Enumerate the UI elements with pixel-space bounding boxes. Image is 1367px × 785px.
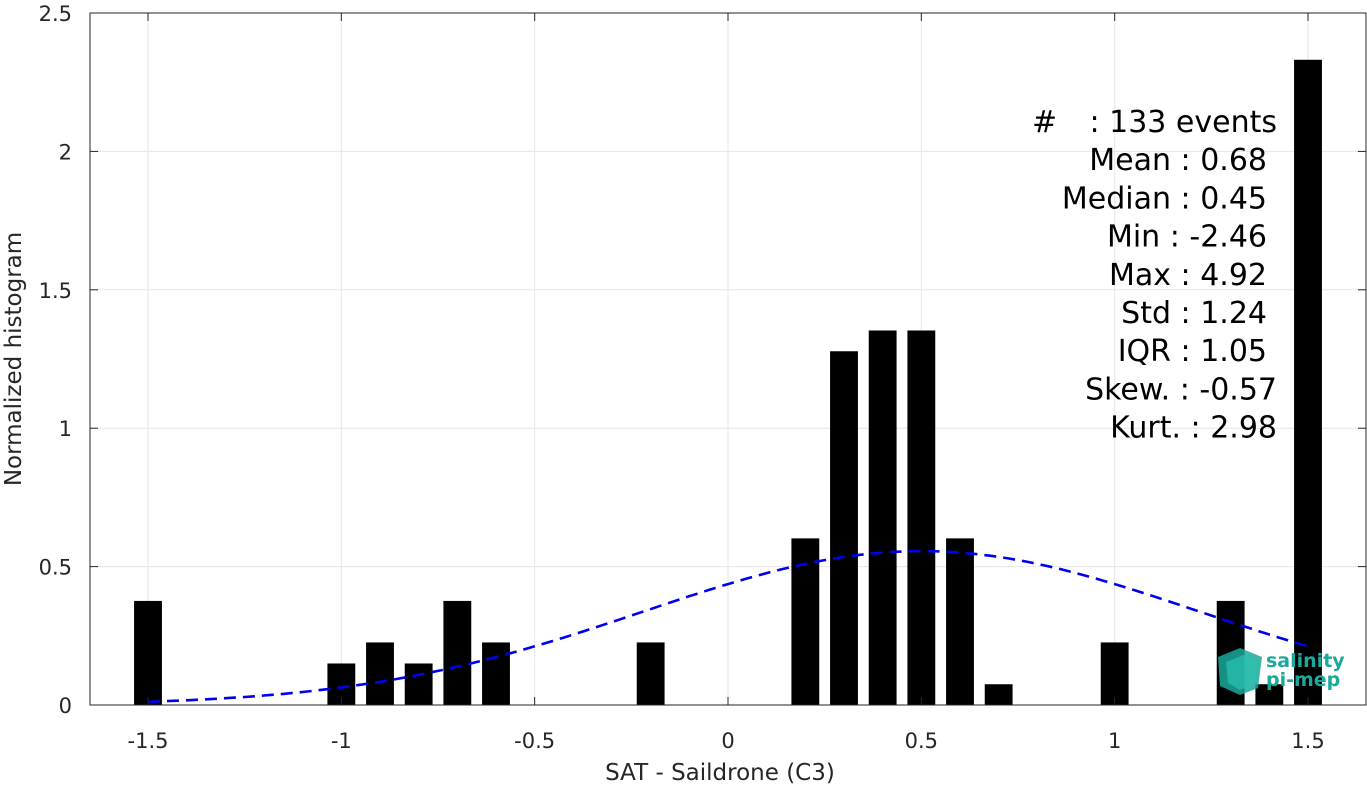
x-tick-label: 1.5 <box>1291 729 1324 753</box>
x-axis-label: SAT - Saildrone (C3) <box>605 760 835 785</box>
histogram-bar <box>868 330 897 705</box>
stat-row: Min : -2.46 <box>1107 220 1267 255</box>
histogram-bar <box>404 663 433 705</box>
stat-label: Std <box>1121 296 1180 331</box>
stat-label: Kurt. <box>1110 411 1190 446</box>
histogram-bar <box>134 600 162 705</box>
logo-text-line2: pi-mep <box>1266 669 1340 691</box>
x-tick-label: 0.5 <box>905 729 938 753</box>
histogram-bar <box>636 642 665 705</box>
histogram-bar <box>482 642 510 705</box>
stat-value: : 4.92 <box>1181 258 1267 293</box>
stat-label: IQR <box>1118 334 1181 369</box>
histogram-bar <box>1100 642 1129 705</box>
histogram-bar <box>443 600 472 705</box>
stat-label: Min <box>1107 220 1170 255</box>
x-tick-label: -1 <box>331 729 352 753</box>
histogram-bar <box>907 330 936 705</box>
y-tick-label: 2 <box>59 140 72 164</box>
salinity-pimep-logo: salinity pi-mep <box>1218 648 1345 695</box>
stat-label: Max <box>1109 258 1181 293</box>
y-tick-label: 1.5 <box>39 279 72 303</box>
y-axis-ticks: 0 0.5 1 1.5 2 2.5 <box>39 2 1366 718</box>
stat-value: : 133 events <box>1089 105 1277 140</box>
histogram-bar <box>1255 684 1284 705</box>
stat-row: Skew. : -0.57 <box>1085 372 1277 407</box>
x-axis-ticks: -1.5 -1 -0.5 0 0.5 1 1.5 <box>128 13 1325 753</box>
histogram-bar <box>984 684 1013 705</box>
stat-row: Max : 4.92 <box>1109 258 1267 293</box>
stat-value: : 0.68 <box>1181 143 1267 178</box>
stat-value: : -2.46 <box>1170 220 1267 255</box>
stat-row: Median : 0.45 <box>1062 181 1267 216</box>
stat-value: : 1.24 <box>1181 296 1267 331</box>
histogram-bar <box>946 538 974 705</box>
x-tick-label: -1.5 <box>128 729 169 753</box>
y-tick-label: 0 <box>59 694 72 718</box>
x-tick-label: -0.5 <box>514 729 555 753</box>
histogram-bars <box>134 59 1322 706</box>
histogram-bar <box>1294 59 1322 706</box>
stat-row: IQR : 1.05 <box>1118 334 1267 369</box>
x-tick-label: 1 <box>1108 729 1121 753</box>
y-tick-label: 1 <box>59 417 72 441</box>
stat-value: : 2.98 <box>1191 411 1277 446</box>
stat-value: : 0.45 <box>1181 181 1267 216</box>
stat-row: Mean : 0.68 <box>1089 143 1267 178</box>
logo-text-line1: salinity <box>1266 650 1345 672</box>
stat-value: : -0.57 <box>1180 372 1277 407</box>
normal-fit-curve <box>147 549 1309 704</box>
y-tick-label: 0.5 <box>39 556 72 580</box>
stat-label: Mean <box>1089 143 1180 178</box>
stat-row: Std : 1.24 <box>1121 296 1267 331</box>
stat-label: Median <box>1062 181 1181 216</box>
y-tick-label: 2.5 <box>39 2 72 26</box>
stat-label: # <box>1032 105 1057 140</box>
histogram-bar <box>366 642 394 705</box>
y-axis-label: Normalized histogram <box>1 232 27 486</box>
stat-label: Skew. <box>1085 372 1180 407</box>
stat-value: : 1.05 <box>1181 334 1267 369</box>
stat-row: Kurt. : 2.98 <box>1110 411 1277 446</box>
x-tick-label: 0 <box>721 729 734 753</box>
histogram-bar <box>830 351 858 705</box>
